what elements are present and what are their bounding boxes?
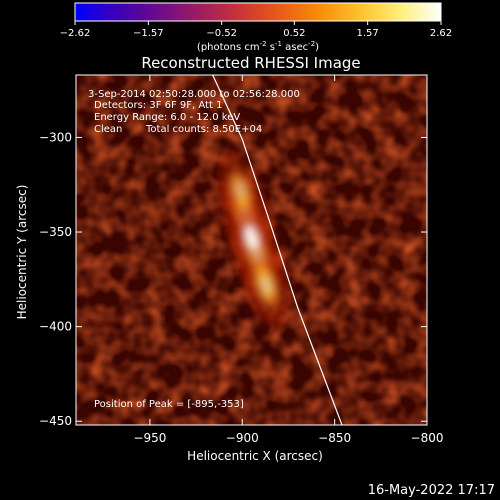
plot-area <box>76 75 427 425</box>
x-tick-label: −800 <box>411 431 444 445</box>
x-tick-label: −900 <box>226 431 259 445</box>
x-axis-ticks: −950 −900 −850 −800 <box>133 75 443 445</box>
total-counts-text: Total counts: 8.50E+04 <box>145 124 262 135</box>
chart-title: Reconstructed RHESSI Image <box>141 54 360 72</box>
timestamp: 16-May-2022 17:17 <box>368 483 495 498</box>
y-tick-label: −350 <box>39 225 72 239</box>
method-text: Clean <box>94 124 122 135</box>
colorbar-unit-label: (photons cm-2 s-1 asec-2) <box>197 40 319 53</box>
colorbar-ticks: −2.62 −1.57 −0.52 0.52 1.57 2.62 <box>60 21 452 39</box>
peak-position-text: Position of Peak = [-895,-353] <box>94 399 244 410</box>
detectors-text: Detectors: 3F 6F 9F, Att 1 <box>94 100 222 111</box>
colorbar-tick-label: −0.52 <box>206 28 237 39</box>
colorbar-tick-label: −1.57 <box>133 28 164 39</box>
colorbar-gradient <box>74 2 442 22</box>
energy-range-text: Energy Range: 6.0 - 12.0 keV <box>94 112 240 123</box>
y-axis-ticks: −300 −350 −400 −450 <box>39 130 427 428</box>
x-axis-label: Heliocentric X (arcsec) <box>187 449 323 463</box>
colorbar-tick-label: 2.62 <box>430 28 452 39</box>
y-axis-label: Heliocentric Y (arcsec) <box>15 185 29 320</box>
y-tick-label: −400 <box>39 320 72 334</box>
peak-core <box>244 226 259 250</box>
annotation-block: 3-Sep-2014 02:50:28.000 to 02:56:28.000 … <box>88 89 300 410</box>
colorbar-tick-label: 1.57 <box>357 28 379 39</box>
y-tick-label: −300 <box>39 130 72 144</box>
colorbar-tick-label: −2.62 <box>60 28 91 39</box>
y-tick-label: −450 <box>39 414 72 428</box>
source-core <box>225 162 256 218</box>
time-range-text: 3-Sep-2014 02:50:28.000 to 02:56:28.000 <box>88 89 300 100</box>
plot-frame <box>75 74 428 426</box>
colorbar-tick-label: 0.52 <box>283 28 305 39</box>
x-tick-label: −850 <box>318 431 351 445</box>
x-tick-label: −950 <box>133 431 166 445</box>
solar-limb-line <box>212 75 343 425</box>
source-core <box>250 256 282 314</box>
colorbar: −2.62 −1.57 −0.52 0.52 1.57 2.62 (photons cm-… <box>60 2 452 53</box>
